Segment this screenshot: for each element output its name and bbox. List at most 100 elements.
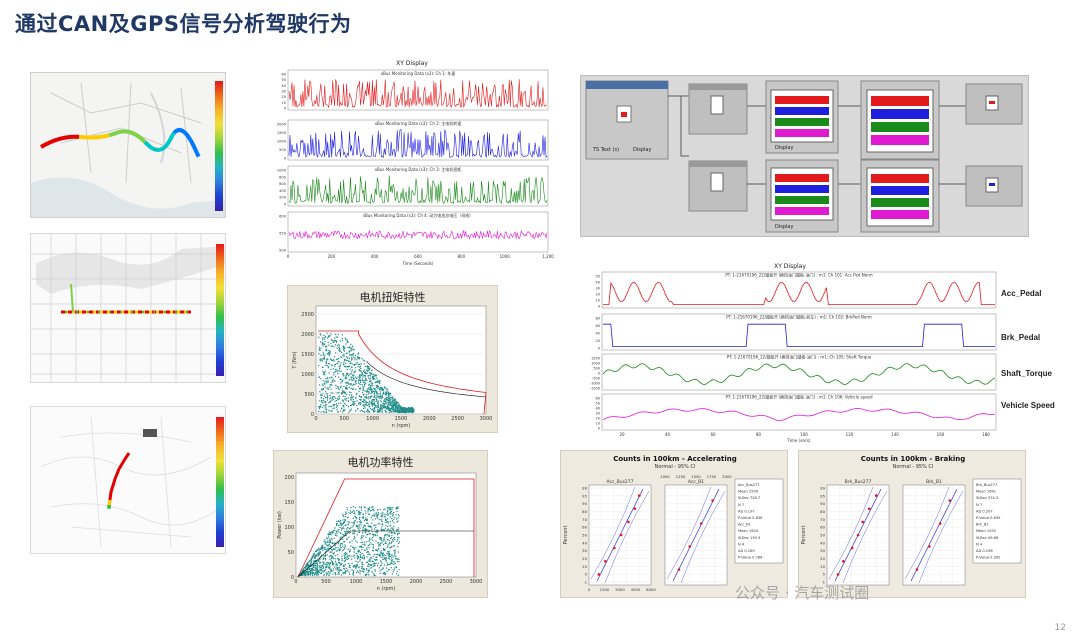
prob-accel-stat: AD 0.189 bbox=[738, 549, 755, 553]
series-label-acc-pedal: Acc_Pedal bbox=[1001, 289, 1042, 298]
prob-accel-plot-title: Acc_B1 bbox=[688, 479, 704, 485]
watermark: 公众号 · 汽车测试圈 bbox=[735, 584, 870, 602]
prob-accel-ci-lower bbox=[666, 486, 712, 580]
prob-accel-stat: Mean 1620 bbox=[738, 529, 759, 533]
torque-xtick: 1000 bbox=[366, 416, 379, 422]
xy-right-ytick: 0 bbox=[598, 305, 600, 309]
map-1-color-legend bbox=[215, 81, 223, 211]
prob-accel-title: Counts in 100km - Accelerating bbox=[613, 455, 737, 463]
xy-display-right: XY Display PT: 1-21670196_22/踏板开 (换挡油门踏板… bbox=[580, 262, 1000, 444]
prob-brake-stat: N 4 bbox=[976, 542, 983, 546]
xy-right-ytick: 0 bbox=[598, 372, 600, 376]
prob-accel-x2tick: 1500 bbox=[691, 474, 701, 479]
prob-accel-stat: P-Value 0.836 bbox=[738, 516, 763, 520]
xy-top-xtick: 0 bbox=[287, 254, 290, 259]
xy-top-ytick: 40 bbox=[281, 84, 286, 88]
prob-accel-stat: StDev 726.7 bbox=[738, 496, 760, 500]
xy-top-trace-label: xBus Monitoring Data (s3): Ch 3: 主电机扭矩 bbox=[375, 166, 462, 172]
xy-top-ytick: 600 bbox=[279, 215, 287, 219]
power-chart-title: 电机功率特性 bbox=[347, 456, 414, 469]
xy-top-ytick: 200 bbox=[279, 196, 287, 200]
gps-map-2 bbox=[30, 233, 226, 383]
power-ylabel: Power (kw) bbox=[277, 511, 283, 539]
torque-limit-curve bbox=[318, 330, 487, 415]
prob-brake-ytick: 80 bbox=[820, 509, 825, 514]
torque-ylabel: T (Nm) bbox=[292, 351, 298, 369]
map-2-color-legend bbox=[216, 244, 224, 376]
xy-top-ytick: 50 bbox=[281, 78, 286, 82]
xy-top-series-1 bbox=[288, 79, 547, 109]
prob-accel-stat: P-Value 0.786 bbox=[738, 556, 763, 560]
power-nominal-curve bbox=[297, 530, 474, 578]
xy-right-xtick: 40 bbox=[665, 432, 671, 437]
prob-brake-stat: StDev 49.86 bbox=[976, 536, 999, 540]
torque-ytick: 1500 bbox=[301, 352, 314, 358]
power-xtick: 1000 bbox=[350, 579, 363, 585]
prob-brake-stat: Mean 1052 bbox=[976, 529, 996, 533]
xy-right-ytick: -500 bbox=[592, 377, 600, 381]
prob-accel-ytick: 95 bbox=[582, 493, 587, 498]
prob-brake-stat: StDev 374.3 bbox=[976, 496, 998, 500]
prob-accel-plot-title: Acc_Bus277 bbox=[606, 479, 633, 485]
xy-display-right-svg: XY Display PT: 1-21670196_22/踏板开 (换挡油门踏板… bbox=[590, 263, 997, 443]
prob-brake-stat: AD 0.207 bbox=[976, 509, 993, 513]
xy-right-trace-label: PT: 1-21670196_22/踏板开 (换挡油门踏板-油门) : m1: … bbox=[725, 272, 872, 278]
prob-accel-fit-line bbox=[672, 488, 720, 582]
xy-right-series-4 bbox=[602, 408, 995, 422]
prob-accel-x1tick: 6000 bbox=[646, 587, 656, 592]
power-xtick: 0 bbox=[294, 579, 297, 585]
prob-brake-ytick: 40 bbox=[820, 540, 825, 545]
slide-title: 通过CAN及GPS信号分析驾驶行为 bbox=[15, 12, 352, 36]
prob-brake-ci-lower bbox=[828, 486, 874, 580]
xy-top-ytick: 0 bbox=[284, 107, 287, 111]
prob-brake-data-point bbox=[928, 545, 931, 548]
torque-xtick: 2500 bbox=[451, 416, 464, 422]
xy-right-ytick: 0 bbox=[598, 427, 600, 431]
torque-nominal-curve bbox=[366, 361, 487, 398]
prob-brake-ytick: 50 bbox=[820, 533, 825, 538]
xy-right-xtick: 120 bbox=[846, 432, 854, 437]
power-xtick: 1500 bbox=[380, 579, 393, 585]
prob-accel-x2tick: 1750 bbox=[707, 474, 717, 479]
torque-chart-svg: 2500 2000 1500 1000 500 00 500 1000 1500 2000 2500… bbox=[292, 305, 492, 429]
prob-brake-stats-box bbox=[972, 478, 1022, 564]
torque-ytick: 2000 bbox=[301, 332, 314, 338]
xy-right-trace-label: PT: 1-21670196_22/踏板开 (换挡油门踏板-油门) : m1: … bbox=[725, 394, 873, 400]
prob-brake-fit-line bbox=[910, 488, 958, 582]
prob-accel-stat: Mean 2500 bbox=[738, 490, 759, 494]
xy-right-ytick: -1500 bbox=[590, 387, 600, 391]
prob-brake-title: Counts in 100km - Braking bbox=[861, 455, 966, 463]
map-3-color-legend bbox=[216, 417, 224, 547]
xy-right-xtick: 160 bbox=[937, 432, 945, 437]
prob-accel-data-point bbox=[711, 499, 714, 502]
power-ytick: 100 bbox=[284, 525, 294, 531]
xy-display-right-title: XY Display bbox=[774, 263, 806, 270]
power-ytick: 200 bbox=[284, 475, 294, 481]
xy-right-xlabel: Time (secs) bbox=[786, 438, 810, 443]
power-xlabel: n (rpm) bbox=[377, 586, 396, 592]
prob-accel-stat: N 7 bbox=[738, 503, 744, 507]
xy-right-ytick: 60 bbox=[596, 324, 600, 328]
xy-top-trace-label: xBus Monitoring Data (s3): Ch 1: 车速 bbox=[381, 70, 456, 76]
prob-accel-ytick: 10 bbox=[582, 564, 587, 569]
xy-right-ytick: 50 bbox=[596, 275, 600, 279]
power-limit-curve bbox=[297, 478, 475, 578]
prob-accel-data-point bbox=[688, 545, 691, 548]
prob-brake-ytick: 30 bbox=[820, 548, 825, 553]
prob-accel-x1tick: 4500 bbox=[631, 587, 641, 592]
prob-accel-x2tick: 1250 bbox=[676, 474, 686, 479]
prob-accel-ytick: 80 bbox=[582, 509, 587, 514]
prob-brake-ytick: 5 bbox=[823, 572, 826, 577]
gps-map-1 bbox=[30, 72, 226, 218]
xy-right-xtick: 80 bbox=[756, 432, 762, 437]
xy-right-ytick: 40 bbox=[596, 407, 600, 411]
xy-top-ytick: 1000 bbox=[277, 169, 287, 173]
prob-accel-x2tick: 1000 bbox=[660, 474, 670, 479]
prob-brake-ytick: 70 bbox=[820, 517, 825, 522]
xy-top-ytick: 1000 bbox=[277, 140, 287, 144]
xy-right-ytick: 30 bbox=[596, 287, 600, 291]
flow-block-label-1: TS Text (s) bbox=[592, 147, 619, 153]
xy-right-xtick: 100 bbox=[800, 432, 808, 437]
prob-brake-data-point bbox=[867, 507, 871, 510]
xy-right-trace-label: PT: 1-21670196_22/踏板开 (换挡油门踏板-油门) : m1: … bbox=[727, 354, 872, 360]
